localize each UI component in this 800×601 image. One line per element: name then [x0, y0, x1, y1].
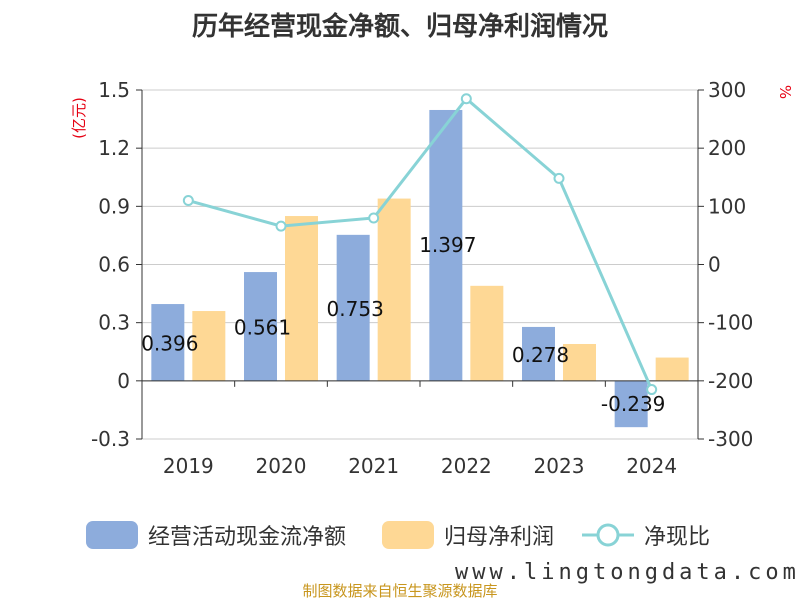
legend-swatch-net-profit: [382, 521, 434, 549]
bar-cash-flow: [522, 326, 555, 381]
bar-net-profit: [655, 357, 689, 381]
right-axis-unit: %: [776, 85, 794, 99]
ratio-point: [646, 384, 658, 396]
watermark: www.lingtongdata.com: [455, 560, 800, 585]
legend-item-cash-flow[interactable]: 经营活动现金流净额: [86, 515, 346, 555]
data-label-cash-flow: 1.397: [419, 233, 476, 257]
bar-net-profit: [285, 216, 318, 381]
x-tick-label: 2020: [256, 454, 307, 478]
legend: 经营活动现金流净额 归母净利润 净现比: [0, 515, 800, 555]
bar-cash-flow: [429, 109, 463, 381]
bar-cash-flow: [614, 380, 648, 428]
ratio-point: [182, 195, 194, 207]
ratio-line: [182, 93, 658, 396]
legend-label-cash-flow: 经营活动现金流净额: [148, 525, 347, 550]
right-tick-label: -100: [708, 311, 753, 335]
bar-cash-flow: [151, 304, 185, 381]
bar-net-profit: [377, 198, 411, 381]
left-tick-label: 0.9: [98, 194, 130, 218]
right-tick-label: 200: [708, 136, 746, 160]
ratio-point: [553, 172, 565, 184]
data-label-cash-flow: 0.278: [512, 343, 569, 367]
data-label-cash-flow: 0.561: [234, 315, 291, 339]
bars: [151, 109, 689, 428]
ratio-point: [368, 212, 380, 224]
ratio-point: [460, 93, 472, 105]
right-tick-label: 0: [708, 253, 721, 277]
left-tick-label: 1.2: [98, 136, 130, 160]
x-tick-label: 2022: [441, 454, 492, 478]
legend-swatch-ratio-line-icon: [582, 523, 634, 547]
ratio-line-path: [187, 96, 654, 391]
bar-cash-flow: [336, 234, 370, 381]
right-tick-label: 100: [708, 194, 746, 218]
x-tick-label: 2019: [163, 454, 214, 478]
x-tick-label: 2024: [626, 454, 677, 478]
data-label-cash-flow: 0.396: [141, 331, 198, 355]
legend-item-ratio[interactable]: 净现比: [582, 515, 710, 555]
bar-net-profit: [563, 343, 596, 381]
right-tick-label: 300: [708, 78, 746, 102]
bar-cash-flow: [244, 272, 277, 381]
data-label-cash-flow: -0.239: [601, 392, 665, 416]
legend-item-net-profit[interactable]: 归母净利润: [382, 515, 554, 555]
axes: 1.5 1.2 0.9 0.6 0.3 0 -0.3 300 200 100 0 -100 -200 -3…: [91, 78, 753, 478]
left-tick-label: 0.3: [98, 311, 130, 335]
legend-label-ratio: 净现比: [644, 525, 711, 550]
data-label-cash-flow: 0.753: [327, 297, 384, 321]
right-tick-label: -300: [708, 427, 753, 451]
left-axis-unit: (亿元): [70, 97, 88, 139]
legend-swatch-cash-flow: [86, 521, 138, 549]
data-labels: 0.396 0.561 0.753 1.397 0.278 -0.239: [141, 233, 665, 416]
left-tick-label: 1.5: [98, 78, 130, 102]
footer-source: 制图数据来自恒生聚源数据库: [302, 582, 498, 600]
x-tick-label: 2021: [348, 454, 399, 478]
left-tick-label: 0.6: [98, 253, 130, 277]
bar-net-profit: [192, 311, 226, 381]
bar-net-profit: [470, 285, 504, 381]
left-tick-label: -0.3: [91, 427, 130, 451]
left-tick-label: 0: [117, 369, 130, 393]
x-tick-label: 2023: [534, 454, 585, 478]
right-tick-label: -200: [708, 369, 753, 393]
chart-title: 历年经营现金净额、归母净利润情况: [191, 12, 608, 42]
ratio-point: [275, 220, 287, 232]
legend-label-net-profit: 归母净利润: [444, 525, 555, 550]
